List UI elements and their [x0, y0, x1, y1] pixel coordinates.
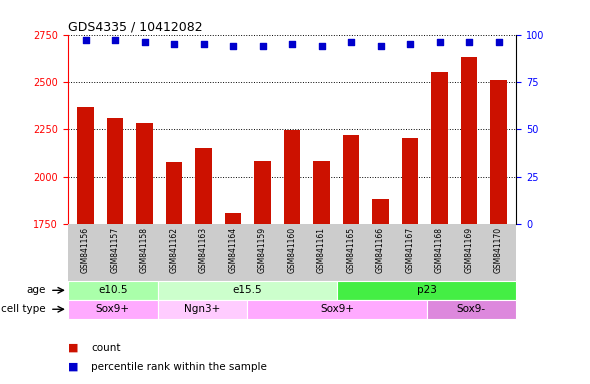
Text: ■: ■	[68, 362, 78, 372]
Bar	[372, 199, 389, 384]
Text: GSM841156: GSM841156	[81, 227, 90, 273]
Bar	[343, 135, 359, 384]
Bar	[195, 148, 212, 384]
Bar	[247, 300, 427, 319]
Point	[140, 39, 149, 45]
Point	[464, 39, 474, 45]
Point	[199, 41, 208, 47]
Text: GSM841169: GSM841169	[464, 227, 474, 273]
Text: ■: ■	[68, 343, 78, 353]
Bar	[313, 162, 330, 384]
Bar	[77, 106, 94, 384]
Text: GSM841165: GSM841165	[346, 227, 356, 273]
Bar	[490, 80, 507, 384]
Text: GSM841158: GSM841158	[140, 227, 149, 273]
Point	[494, 39, 503, 45]
Text: Ngn3+: Ngn3+	[184, 304, 221, 314]
Text: GSM841157: GSM841157	[110, 227, 120, 273]
Text: Sox9+: Sox9+	[320, 304, 354, 314]
Text: Sox9-: Sox9-	[457, 304, 486, 314]
Bar	[225, 213, 241, 384]
Bar	[427, 300, 516, 319]
Text: GSM841170: GSM841170	[494, 227, 503, 273]
Bar	[337, 281, 516, 300]
Point	[317, 43, 326, 49]
Point	[376, 43, 385, 49]
Text: GSM841161: GSM841161	[317, 227, 326, 273]
Text: GSM841162: GSM841162	[169, 227, 179, 273]
Text: GSM841159: GSM841159	[258, 227, 267, 273]
Text: e15.5: e15.5	[232, 285, 262, 295]
Point	[287, 41, 297, 47]
Text: age: age	[26, 285, 45, 295]
Point	[110, 37, 120, 43]
Bar	[136, 122, 153, 384]
Bar	[158, 281, 337, 300]
Point	[346, 39, 356, 45]
Bar	[284, 130, 300, 384]
Point	[258, 43, 267, 49]
Text: GSM841163: GSM841163	[199, 227, 208, 273]
Text: p23: p23	[417, 285, 437, 295]
Text: GSM841168: GSM841168	[435, 227, 444, 273]
Bar	[158, 300, 247, 319]
Bar	[68, 300, 158, 319]
Text: GSM841166: GSM841166	[376, 227, 385, 273]
Text: count: count	[91, 343, 121, 353]
Point	[405, 41, 415, 47]
Text: e10.5: e10.5	[98, 285, 127, 295]
Point	[81, 37, 90, 43]
Bar	[461, 57, 477, 384]
Bar	[254, 161, 271, 384]
Text: Sox9+: Sox9+	[96, 304, 130, 314]
Text: GDS4335 / 10412082: GDS4335 / 10412082	[68, 20, 202, 33]
Bar	[431, 73, 448, 384]
Text: GSM841164: GSM841164	[228, 227, 238, 273]
Point	[169, 41, 179, 47]
Point	[228, 43, 238, 49]
Bar	[402, 138, 418, 384]
Text: cell type: cell type	[1, 304, 45, 314]
Text: GSM841167: GSM841167	[405, 227, 415, 273]
Bar	[107, 118, 123, 384]
Text: percentile rank within the sample: percentile rank within the sample	[91, 362, 267, 372]
Bar	[166, 162, 182, 384]
Text: GSM841160: GSM841160	[287, 227, 297, 273]
Point	[435, 39, 444, 45]
Bar	[68, 281, 158, 300]
